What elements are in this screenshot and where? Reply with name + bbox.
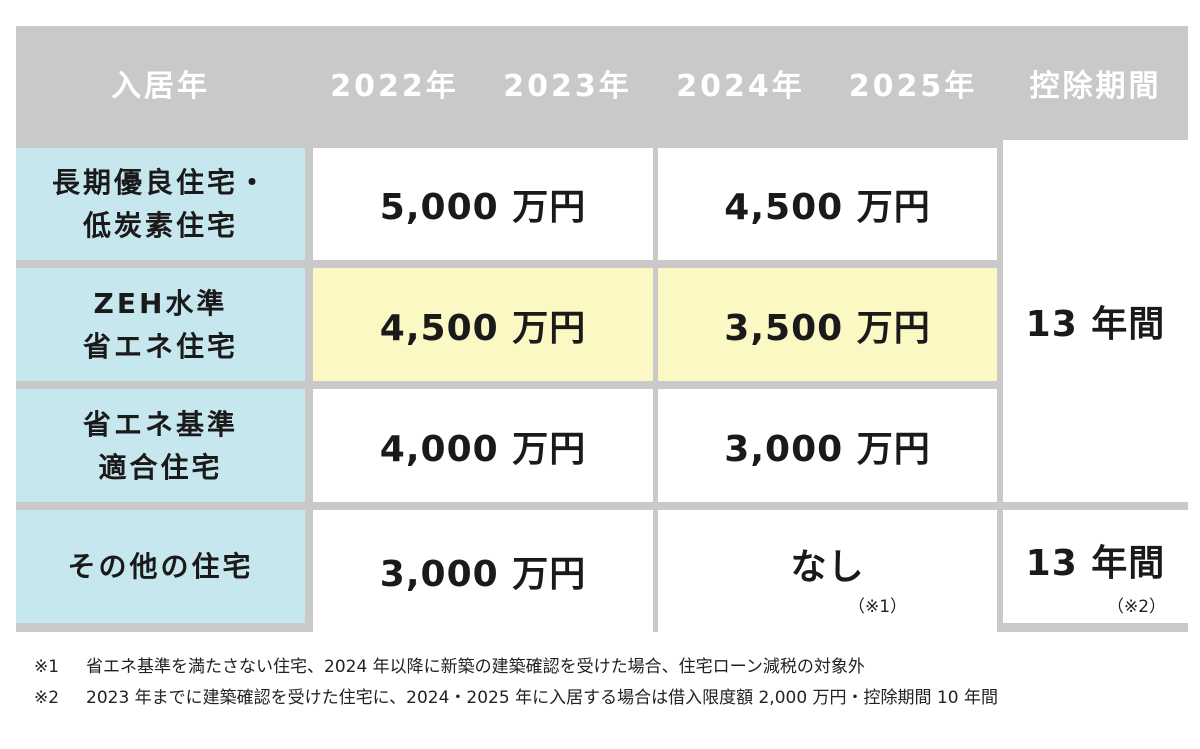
footnote-mark: ※1 <box>34 657 60 677</box>
header-2022: 2022年 <box>310 26 479 140</box>
row-label-long-term: 長期優良住宅・ 低炭素住宅 <box>16 148 305 260</box>
row-label-line: 低炭素住宅 <box>82 209 238 242</box>
footnote-text: 2023 年までに建築確認を受けた住宅に、2024・2025 年に入居する場合は… <box>86 688 999 708</box>
row-label-line: 省エネ住宅 <box>82 329 238 363</box>
value-2022-2023: 4,000 万円 <box>313 389 653 502</box>
footnote-1: ※1 省エネ基準を満たさない住宅、2024 年以降に新築の建築確認を受けた場合、住… <box>34 652 998 683</box>
row-label-line: ZEH水準 <box>93 286 228 320</box>
value-2024-2025-none: なし （※1） <box>658 510 997 632</box>
row-label-zeh: ZEH水準 省エネ住宅 <box>16 268 305 381</box>
header-2024: 2024年 <box>656 26 825 140</box>
value-2022-2023: 3,000 万円 <box>313 510 653 632</box>
row-label-line: 適合住宅 <box>98 450 223 484</box>
row-label-other: その他の住宅 <box>16 510 305 623</box>
row-label-line: 省エネ基準 <box>82 407 238 441</box>
period-other-label: 13 年間 <box>1025 542 1166 584</box>
footnotes: ※1 省エネ基準を満たさない住宅、2024 年以降に新築の建築確認を受けた場合、住… <box>34 652 998 714</box>
value-2024-2025: 3,500 万円 <box>658 268 997 381</box>
period-other: 13 年間 （※2） <box>1003 510 1188 623</box>
footnote-ref-2: （※2） <box>1107 597 1167 617</box>
value-2022-2023: 4,500 万円 <box>313 268 653 381</box>
footnote-ref-1: （※1） <box>848 597 908 617</box>
header-2025: 2025年 <box>830 26 996 140</box>
row-label-line: 長期優良住宅・ <box>51 166 269 199</box>
period-merged: 13 年間 <box>1003 140 1188 502</box>
value-2024-2025: 4,500 万円 <box>658 148 997 260</box>
value-2022-2023: 5,000 万円 <box>313 148 653 260</box>
header-period: 控除期間 <box>1003 26 1188 140</box>
loan-limit-table: 入居年 2022年 2023年 2024年 2025年 控除期間 長期優良住宅・… <box>16 26 1188 632</box>
footnote-mark: ※2 <box>34 688 60 708</box>
footnote-text: 省エネ基準を満たさない住宅、2024 年以降に新築の建築確認を受けた場合、住宅ロ… <box>86 657 865 677</box>
header-2023: 2023年 <box>484 26 651 140</box>
footnote-2: ※2 2023 年までに建築確認を受けた住宅に、2024・2025 年に入居する場… <box>34 683 998 714</box>
row-label-standard: 省エネ基準 適合住宅 <box>16 389 305 502</box>
none-label: なし <box>790 547 865 588</box>
header-year: 入居年 <box>16 26 305 140</box>
value-2024-2025: 3,000 万円 <box>658 389 997 502</box>
